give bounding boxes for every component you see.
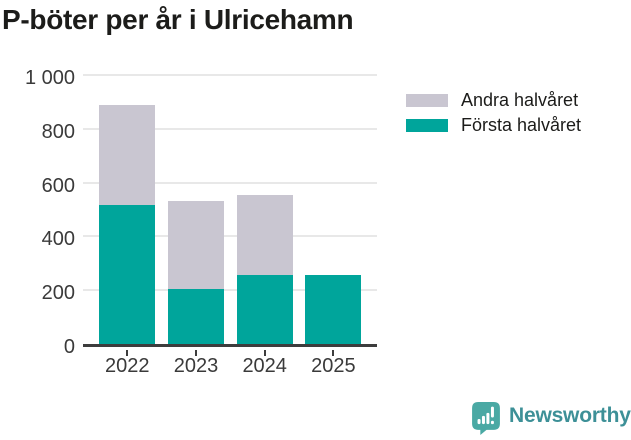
y-axis-tick-label-0: 0 <box>63 336 75 358</box>
gridline-800 <box>83 127 377 130</box>
chart-title: P-böter per år i Ulricehamn <box>2 4 354 35</box>
legend-label: Andra halvåret <box>461 89 579 110</box>
gridline-200 <box>83 289 377 292</box>
bar-segment-2022-första <box>99 205 156 344</box>
x-axis-tick-label-2022: 2022 <box>105 355 150 377</box>
legend-swatch <box>406 93 448 107</box>
bar-segment-2023-andra <box>168 201 224 289</box>
bar-segment-2025-första <box>305 275 362 344</box>
legend: Andra halvåret Första halvåret <box>406 90 581 143</box>
bar-segment-2024-andra <box>236 194 293 276</box>
x-axis-tick-2023 <box>195 350 197 356</box>
newsworthy-logo-text: Newsworthy <box>509 404 631 427</box>
bar-segment-2024-första <box>236 275 293 344</box>
gridline-400 <box>83 235 377 238</box>
x-axis-tick-label-2023: 2023 <box>173 355 219 377</box>
newsworthy-logo: Newsworthy <box>472 402 631 440</box>
x-axis-tick-2024 <box>263 350 266 356</box>
gridline-1000 <box>83 74 377 76</box>
y-axis-tick-label-200: 200 <box>41 282 75 305</box>
x-axis-tick-label-2024: 2024 <box>242 355 287 377</box>
legend-label: Första halvåret <box>461 114 582 135</box>
y-axis-tick-label-400: 400 <box>41 228 75 251</box>
plot-area <box>83 74 377 356</box>
y-axis-tick-label-1000: 1 000 <box>24 67 75 89</box>
y-axis-tick-label-800: 800 <box>41 120 75 143</box>
gridline-600 <box>83 181 377 184</box>
x-axis-tick-label-2025: 2025 <box>311 355 356 377</box>
x-axis-tick-2022 <box>126 350 129 356</box>
legend-item-0: Andra halvåret <box>406 90 581 110</box>
newsworthy-logo-icon <box>472 402 500 440</box>
legend-item-1: Första halvåret <box>406 115 581 135</box>
bar-segment-2023-första <box>168 288 224 344</box>
legend-swatch <box>406 118 448 132</box>
x-axis-tick-2025 <box>332 350 335 356</box>
bar-segment-2022-andra <box>99 104 156 206</box>
y-axis-tick-label-600: 600 <box>41 174 75 197</box>
